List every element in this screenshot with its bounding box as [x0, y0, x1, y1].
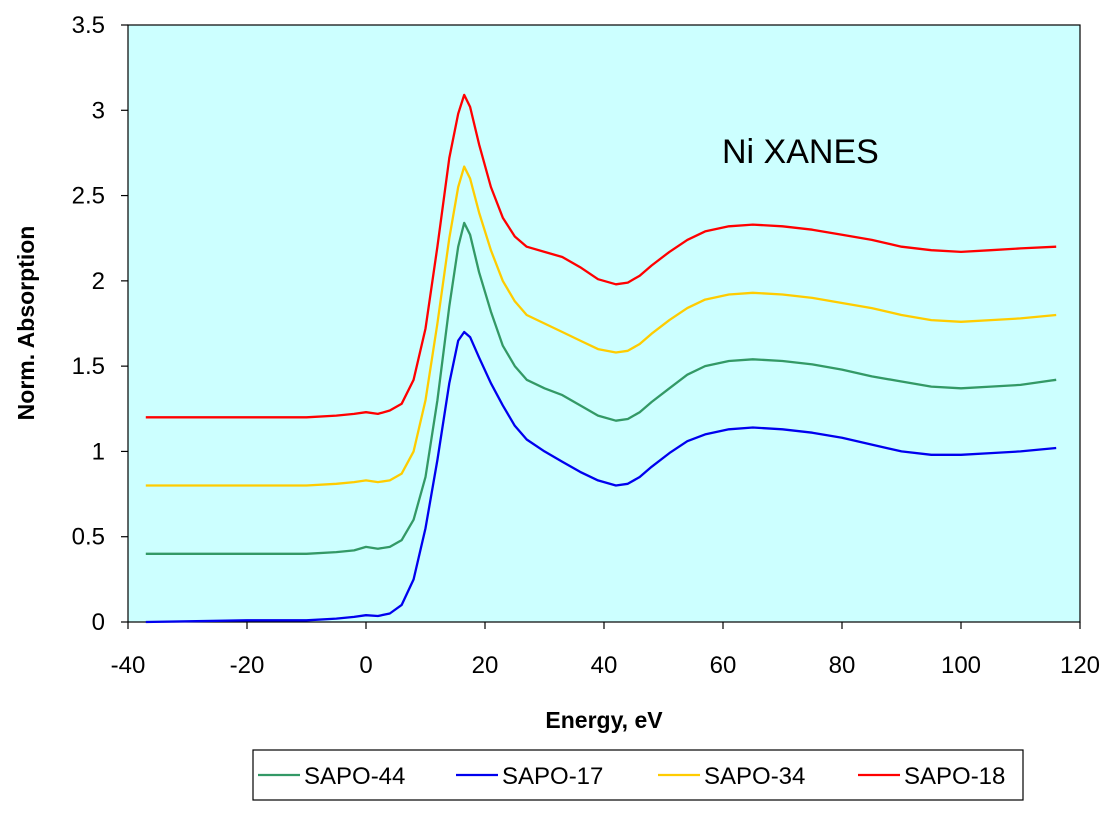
x-tick-label: -20: [230, 652, 265, 679]
y-axis: 0 0.5 1 1.5 2 2.5 3 3.5: [72, 12, 128, 636]
x-tick-label: 0: [359, 652, 372, 679]
x-tick-label: 120: [1060, 652, 1100, 679]
y-axis-title: Norm. Absorption: [13, 226, 39, 421]
y-tick-label: 3.5: [72, 12, 105, 39]
annotation-label: Ni XANES: [722, 133, 879, 171]
y-tick-label: 1.5: [72, 353, 105, 380]
plot-area: [127, 24, 1081, 623]
x-tick-label: 80: [829, 652, 856, 679]
x-axis: -40 -20 0 20 40 60 80 100 120: [111, 622, 1100, 679]
x-tick-label: 40: [591, 652, 618, 679]
y-tick-label: 0.5: [72, 524, 105, 551]
series-line-sapo-44: [145, 221, 1057, 555]
legend-label-sapo-17: SAPO-17: [502, 763, 603, 790]
series-line-sapo-17: [145, 330, 1057, 624]
legend-label-sapo-34: SAPO-34: [704, 763, 805, 790]
x-tick-label: -40: [111, 652, 146, 679]
x-tick-label: 60: [710, 652, 737, 679]
y-tick-label: 2: [92, 268, 105, 295]
series-line-sapo-18: [145, 93, 1057, 419]
series-line-sapo-34: [145, 165, 1057, 487]
y-tick-label: 0: [92, 609, 105, 636]
y-tick-label: 2.5: [72, 183, 105, 210]
legend-label-sapo-18: SAPO-18: [904, 763, 1005, 790]
x-axis-title: Energy, eV: [545, 707, 663, 733]
x-tick-label: 100: [941, 652, 981, 679]
y-tick-label: 3: [92, 97, 105, 124]
y-tick-label: 1: [92, 438, 105, 465]
series-lines: [145, 93, 1057, 624]
x-tick-label: 20: [472, 652, 499, 679]
legend: SAPO-44 SAPO-17 SAPO-34 SAPO-18: [252, 749, 1024, 801]
legend-label-sapo-44: SAPO-44: [304, 763, 405, 790]
